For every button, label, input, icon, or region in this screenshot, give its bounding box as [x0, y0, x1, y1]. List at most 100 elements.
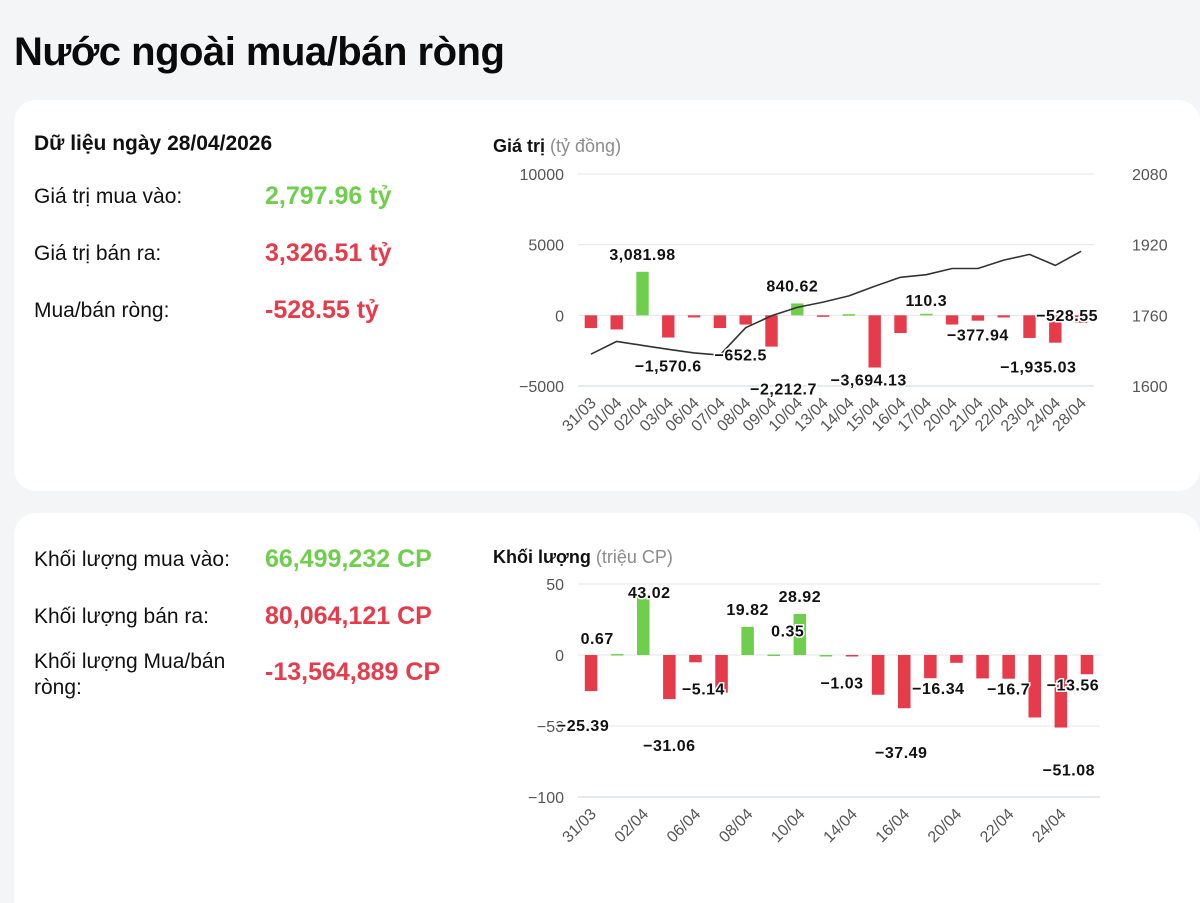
- volume-chart-unit: (triệu CP): [595, 547, 673, 567]
- volume-bar: [976, 655, 989, 679]
- volume-bar: [845, 655, 859, 657]
- sell-value-label: Giá trị bán ra:: [34, 242, 162, 265]
- volume-bar: [1080, 655, 1094, 675]
- buy-volume-label: Khối lượng mua vào:: [34, 548, 230, 571]
- value-data-label: −528.55: [1036, 308, 1098, 325]
- net-volume-label: Khối lượng Mua/bán ròng:: [34, 650, 226, 700]
- value-bar: [842, 314, 856, 316]
- value-data-label: 110.3: [905, 293, 947, 310]
- value-bar: [662, 315, 675, 338]
- volume-xtick-label: 24/04: [1029, 806, 1069, 846]
- volume-xtick-label: 31/03: [560, 806, 600, 846]
- volume-data-label: 0.67: [581, 631, 614, 648]
- volume-bar: [741, 626, 754, 655]
- volume-bar: [1054, 655, 1068, 728]
- volume-data-label: −1.03: [821, 675, 864, 692]
- date-label: Dữ liệu ngày 28/04/2026: [34, 132, 273, 155]
- value-bar: [997, 315, 1010, 318]
- volume-bar: [715, 655, 728, 693]
- volume-data-label: −37.49: [875, 745, 927, 762]
- value-bar: [1049, 315, 1062, 343]
- value-chart-title-text: Giá trị: [493, 136, 546, 156]
- volume-bar: [871, 655, 885, 695]
- value-ytick-label: 10000: [520, 167, 565, 184]
- volume-bar: [610, 654, 624, 656]
- volume-bar: [897, 655, 911, 709]
- volume-bar: [1028, 655, 1042, 718]
- volume-bar: [689, 655, 702, 663]
- page-title: Nước ngoài mua/bán ròng: [14, 30, 505, 74]
- volume-bar: [636, 593, 650, 655]
- volume-data-label: −25.39: [557, 718, 609, 735]
- volume-xtick-label: 22/04: [977, 806, 1017, 846]
- sell-value-amount: 3,326.51 tỷ: [265, 239, 392, 267]
- volume-bar: [1002, 655, 1015, 679]
- value-secondary-ytick-label: 1920: [1132, 238, 1168, 255]
- value-bar: [765, 315, 778, 347]
- value-data-label: −3,694.13: [831, 373, 907, 390]
- value-data-label: −1,570.6: [635, 359, 702, 376]
- value-bar: [791, 303, 804, 316]
- volume-xtick-label: 16/04: [873, 806, 913, 846]
- buy-volume-amount: 66,499,232 CP: [265, 545, 432, 573]
- volume-data-label: −13.56: [1047, 677, 1099, 694]
- volume-xtick-label: 10/04: [768, 806, 808, 846]
- value-bar: [920, 313, 933, 316]
- volume-data-label: −5.14: [682, 681, 725, 698]
- net-value-label: Mua/bán ròng:: [34, 299, 170, 322]
- volume-xtick-label: 20/04: [925, 806, 965, 846]
- value-bar: [739, 315, 752, 325]
- value-data-label: 840.62: [766, 278, 818, 295]
- value-ytick-label: −5000: [519, 379, 564, 396]
- value-bar: [971, 315, 985, 321]
- value-chart: 10000 5000 0 −5000 2080 1920 1760 1600 3,081.98 −…: [519, 167, 1168, 435]
- sell-volume-amount: 80,064,121 CP: [265, 602, 432, 630]
- volume-ytick-label: 0: [555, 648, 564, 665]
- volume-chart-title-text: Khối lượng: [493, 547, 591, 567]
- volume-bar: [793, 613, 807, 655]
- volume-chart-title: Khối lượng (triệu CP): [493, 547, 673, 568]
- volume-bar: [663, 655, 676, 700]
- value-data-label: −2,212.7: [750, 382, 817, 399]
- volume-data-label: −16.7: [987, 682, 1030, 699]
- volume-data-label: 0.35: [771, 624, 804, 641]
- value-data-label: −1,935.03: [1000, 360, 1076, 377]
- value-secondary-ytick-label: 2080: [1132, 167, 1168, 184]
- value-bar: [816, 315, 830, 317]
- value-secondary-ytick-label: 1760: [1132, 308, 1168, 325]
- volume-card: Khối lượng mua vào: 66,499,232 CP Khối l…: [14, 513, 1200, 903]
- volume-data-label: 19.82: [726, 602, 769, 619]
- value-chart-unit: (tỷ đồng): [550, 136, 622, 156]
- volume-data-label: 43.02: [628, 585, 671, 602]
- value-chart-title: Giá trị (tỷ đồng): [493, 136, 621, 157]
- volume-xtick-label: 08/04: [716, 806, 756, 846]
- value-data-label: −377.94: [947, 328, 1009, 345]
- value-bar: [868, 315, 881, 368]
- volume-ytick-label: −50: [537, 719, 564, 736]
- volume-ytick-label: 50: [546, 577, 564, 594]
- value-card: Dữ liệu ngày 28/04/2026 Giá trị mua vào:…: [14, 100, 1200, 491]
- value-index-line: [590, 250, 1082, 356]
- volume-xtick-label: 06/04: [664, 806, 704, 846]
- volume-chart: 50 0 −50 −100 −25.39 0.67 43.02 −31.06 −5.14 19.8…: [528, 577, 1100, 846]
- volume-bar: [584, 655, 598, 692]
- volume-data-label: −31.06: [643, 738, 695, 755]
- volume-xtick-label: 02/04: [612, 806, 652, 846]
- value-bar: [687, 315, 701, 318]
- buy-value-amount: 2,797.96 tỷ: [265, 182, 392, 210]
- volume-bar: [924, 655, 937, 679]
- buy-value-label: Giá trị mua vào:: [34, 185, 183, 208]
- volume-ytick-label: −100: [528, 790, 564, 807]
- volume-bar: [950, 655, 963, 663]
- value-data-label: 3,081.98: [609, 247, 675, 264]
- value-data-label: −652.5: [715, 348, 767, 365]
- value-ytick-label: 5000: [528, 238, 564, 255]
- value-bar: [610, 315, 623, 330]
- volume-bar: [767, 654, 781, 657]
- value-bar: [584, 315, 598, 329]
- sell-volume-label: Khối lượng bán ra:: [34, 605, 209, 628]
- volume-data-label: −51.08: [1043, 763, 1095, 780]
- net-volume-amount: -13,564,889 CP: [265, 658, 441, 686]
- value-bar: [894, 315, 907, 333]
- value-bar: [713, 315, 727, 329]
